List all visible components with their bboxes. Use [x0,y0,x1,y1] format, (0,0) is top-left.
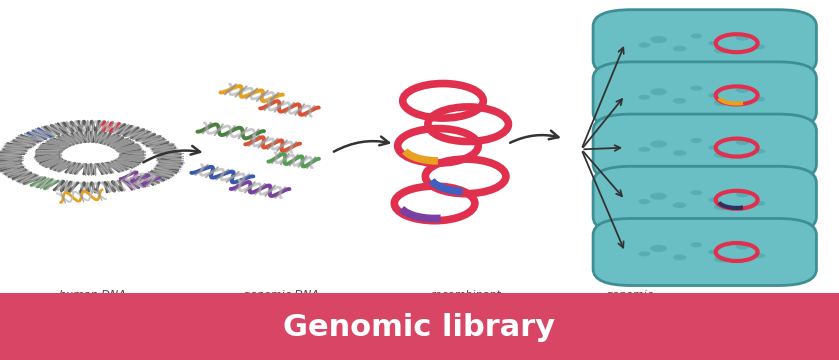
Circle shape [753,201,765,206]
Circle shape [673,150,686,156]
Circle shape [708,145,718,150]
Text: genomic DNA
fragments: genomic DNA fragments [243,290,319,311]
Circle shape [714,256,729,262]
Circle shape [753,96,765,102]
Circle shape [638,147,650,152]
Text: recombinant
DNA molecules: recombinant DNA molecules [424,290,508,311]
Circle shape [736,139,749,145]
Circle shape [650,88,667,95]
Circle shape [638,42,650,48]
FancyBboxPatch shape [0,293,839,360]
FancyBboxPatch shape [593,62,816,129]
FancyArrowPatch shape [510,131,559,143]
Circle shape [650,36,667,43]
FancyBboxPatch shape [593,114,816,181]
Circle shape [638,199,650,204]
FancyArrowPatch shape [143,146,200,162]
Circle shape [690,138,702,143]
FancyBboxPatch shape [593,10,816,77]
Circle shape [690,86,702,91]
Circle shape [708,41,718,45]
Circle shape [673,255,686,260]
Circle shape [673,202,686,208]
Circle shape [673,46,686,51]
Circle shape [753,44,765,49]
FancyBboxPatch shape [593,219,816,285]
Circle shape [673,98,686,104]
Circle shape [714,152,729,158]
Circle shape [753,149,765,154]
Circle shape [638,95,650,100]
Circle shape [753,253,765,258]
Circle shape [690,242,702,247]
Circle shape [708,250,718,254]
Text: human DNA: human DNA [59,290,126,300]
Circle shape [708,93,718,98]
Text: Genomic library: Genomic library [284,313,555,342]
Circle shape [736,87,749,93]
Circle shape [714,99,729,106]
Circle shape [638,251,650,256]
Circle shape [714,47,729,54]
FancyBboxPatch shape [593,166,816,233]
Circle shape [690,33,702,39]
Circle shape [690,190,702,195]
Circle shape [736,192,749,197]
Circle shape [714,204,729,210]
Circle shape [708,198,718,202]
FancyArrowPatch shape [334,136,389,152]
Circle shape [650,140,667,148]
Circle shape [650,245,667,252]
Circle shape [650,193,667,200]
Text: genomic
library: genomic library [605,290,654,311]
Circle shape [736,35,749,41]
Circle shape [736,244,749,249]
